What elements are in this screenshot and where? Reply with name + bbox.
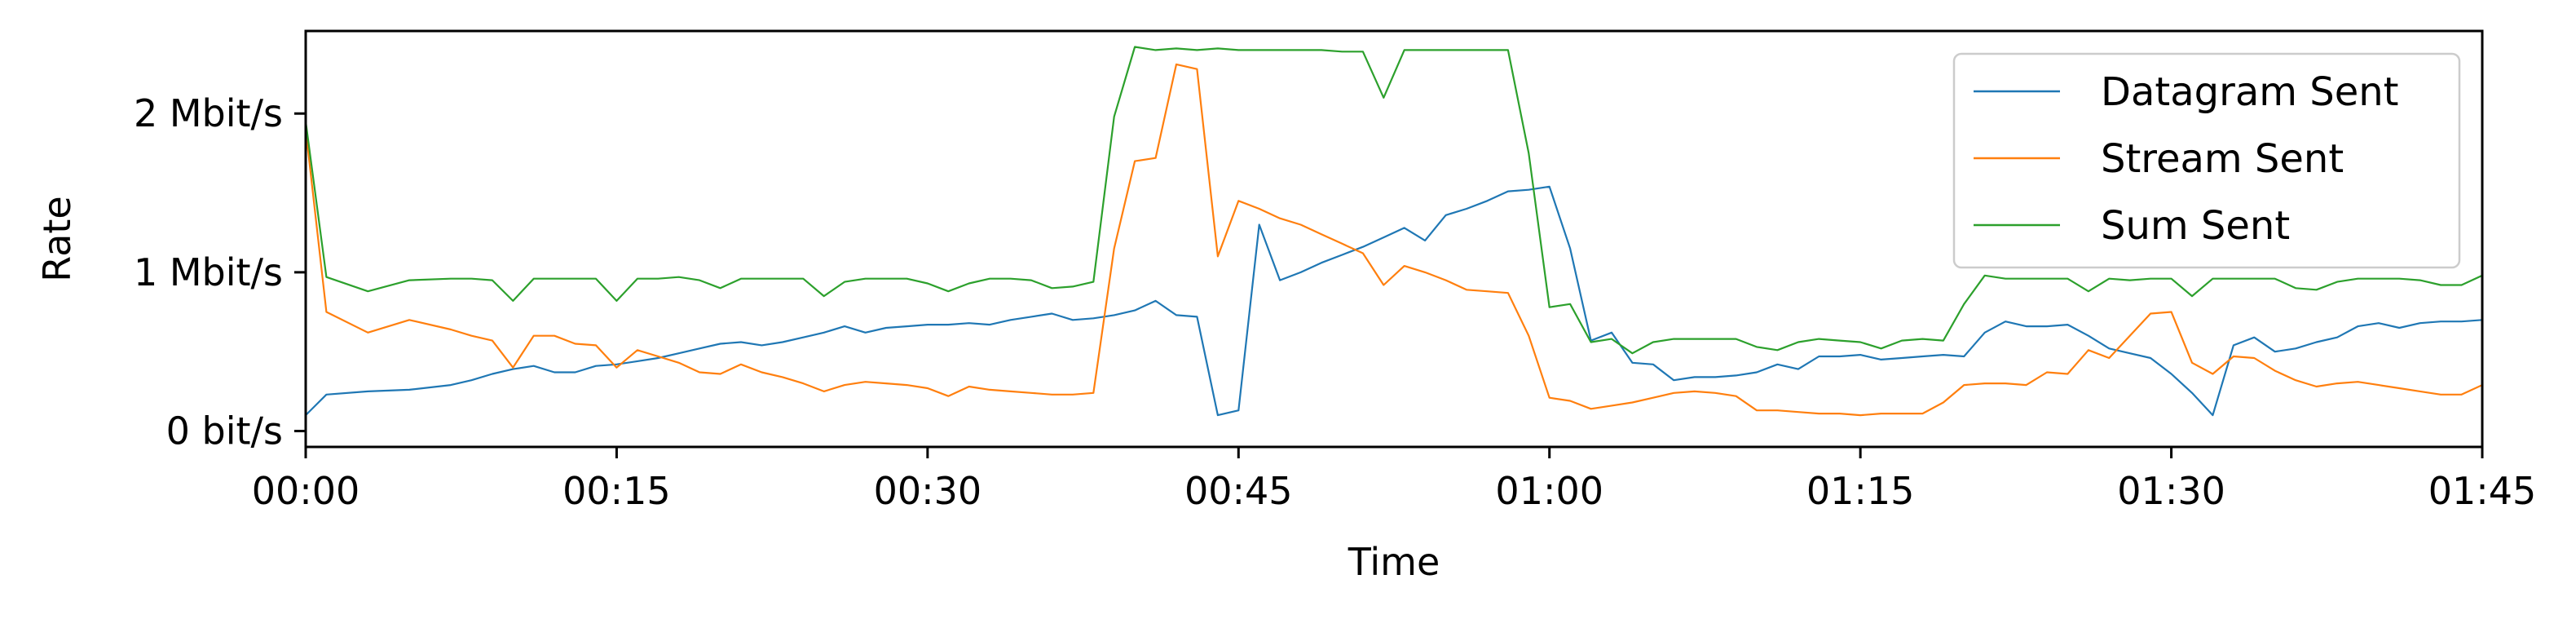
- y-tick-label: 2 Mbit/s: [134, 91, 283, 135]
- y-tick-label: 1 Mbit/s: [134, 250, 283, 294]
- x-tick-label: 01:15: [1806, 469, 1915, 513]
- x-axis-label: Time: [1348, 540, 1440, 584]
- series-line-stream-sent: [306, 63, 2482, 417]
- legend-label: Stream Sent: [2101, 136, 2344, 182]
- x-tick-label: 00:30: [874, 469, 982, 513]
- series-line-sum-sent: [306, 46, 2482, 355]
- series-line-datagram-sent: [306, 185, 2482, 417]
- legend: Datagram Sent Stream Sent Sum Sent: [1952, 52, 2461, 269]
- x-tick-label: 00:15: [562, 469, 671, 513]
- axes-layer: 00:00 00:15 00:30 00:45 01:00 01:15 01:30 01:45…: [35, 29, 2537, 584]
- x-tick-label: 01:45: [2428, 469, 2537, 513]
- x-tick-label: 00:00: [252, 469, 360, 513]
- legend-label: Datagram Sent: [2101, 69, 2398, 115]
- x-tick-label: 01:30: [2117, 469, 2225, 513]
- plot-frame: [304, 29, 2484, 449]
- legend-label: Sum Sent: [2101, 203, 2290, 249]
- series-layer: [306, 46, 2482, 417]
- x-tick-label: 00:45: [1184, 469, 1293, 513]
- y-tick-label: 0 bit/s: [166, 409, 283, 453]
- x-tick-label: 01:00: [1495, 469, 1603, 513]
- legend-box: [1952, 52, 2461, 269]
- y-axis-label: Rate: [35, 196, 79, 281]
